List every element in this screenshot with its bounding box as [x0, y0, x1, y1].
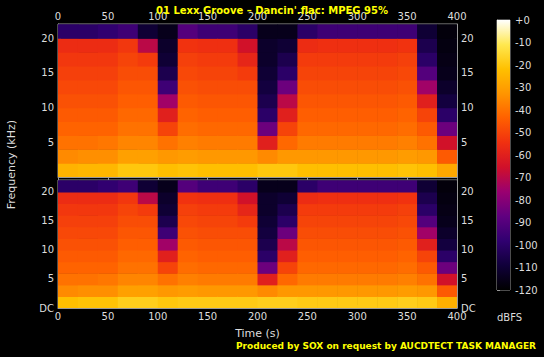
- svg-text:5: 5: [48, 137, 54, 148]
- svg-text:DC: DC: [39, 303, 54, 314]
- svg-text:-120: -120: [515, 285, 538, 296]
- svg-text:dBFS: dBFS: [497, 312, 522, 323]
- svg-text:10: 10: [41, 102, 54, 113]
- svg-text:350: 350: [398, 11, 417, 22]
- svg-text:DC: DC: [461, 302, 476, 314]
- svg-text:-30: -30: [515, 82, 531, 93]
- svg-text:20: 20: [461, 186, 474, 197]
- svg-text:400: 400: [447, 311, 466, 322]
- svg-text:400: 400: [447, 11, 466, 22]
- svg-text:Frequency (kHz): Frequency (kHz): [5, 120, 18, 209]
- svg-text:250: 250: [297, 10, 317, 22]
- svg-text:5: 5: [48, 273, 54, 284]
- svg-text:Produced by SOX on request by: Produced by SOX on request by AUCDTECT T…: [236, 341, 536, 351]
- svg-text:10: 10: [461, 244, 474, 255]
- svg-text:-100: -100: [515, 240, 538, 251]
- svg-text:350: 350: [398, 311, 417, 322]
- svg-text:15: 15: [461, 215, 474, 226]
- svg-text:15: 15: [41, 215, 54, 226]
- svg-text:-60: -60: [515, 150, 531, 161]
- svg-text:01 Lexx Groove – Dancin'.flac:: 01 Lexx Groove – Dancin'.flac: MPEG 95%: [156, 5, 388, 16]
- svg-text:-40: -40: [515, 105, 531, 116]
- svg-text:-80: -80: [515, 195, 531, 206]
- svg-text:15: 15: [461, 67, 474, 78]
- svg-text:-70: -70: [515, 172, 531, 183]
- svg-text:-10: -10: [515, 37, 531, 48]
- svg-text:200: 200: [248, 10, 267, 22]
- svg-text:-20: -20: [515, 60, 531, 71]
- svg-text:100: 100: [148, 10, 168, 22]
- svg-text:10: 10: [41, 244, 54, 255]
- svg-text:250: 250: [298, 311, 317, 322]
- svg-text:50: 50: [102, 311, 115, 322]
- svg-text:-50: -50: [515, 127, 531, 138]
- svg-text:-90: -90: [515, 217, 531, 228]
- svg-text:+0: +0: [515, 15, 530, 26]
- svg-text:150: 150: [198, 10, 218, 22]
- svg-text:200: 200: [248, 311, 267, 322]
- svg-text:Time (s): Time (s): [234, 327, 280, 340]
- svg-text:300: 300: [348, 311, 367, 322]
- svg-text:0: 0: [55, 311, 61, 322]
- svg-text:5: 5: [461, 273, 467, 284]
- svg-text:0: 0: [55, 11, 61, 22]
- svg-text:-110: -110: [515, 262, 538, 273]
- svg-text:20: 20: [41, 186, 54, 197]
- svg-text:50: 50: [102, 11, 115, 22]
- svg-text:5: 5: [461, 137, 467, 148]
- svg-text:20: 20: [461, 33, 474, 44]
- svg-text:15: 15: [41, 67, 54, 78]
- svg-text:100: 100: [148, 311, 167, 322]
- svg-text:150: 150: [198, 311, 217, 322]
- svg-text:10: 10: [461, 102, 474, 113]
- svg-text:300: 300: [347, 10, 367, 22]
- svg-text:20: 20: [41, 33, 54, 44]
